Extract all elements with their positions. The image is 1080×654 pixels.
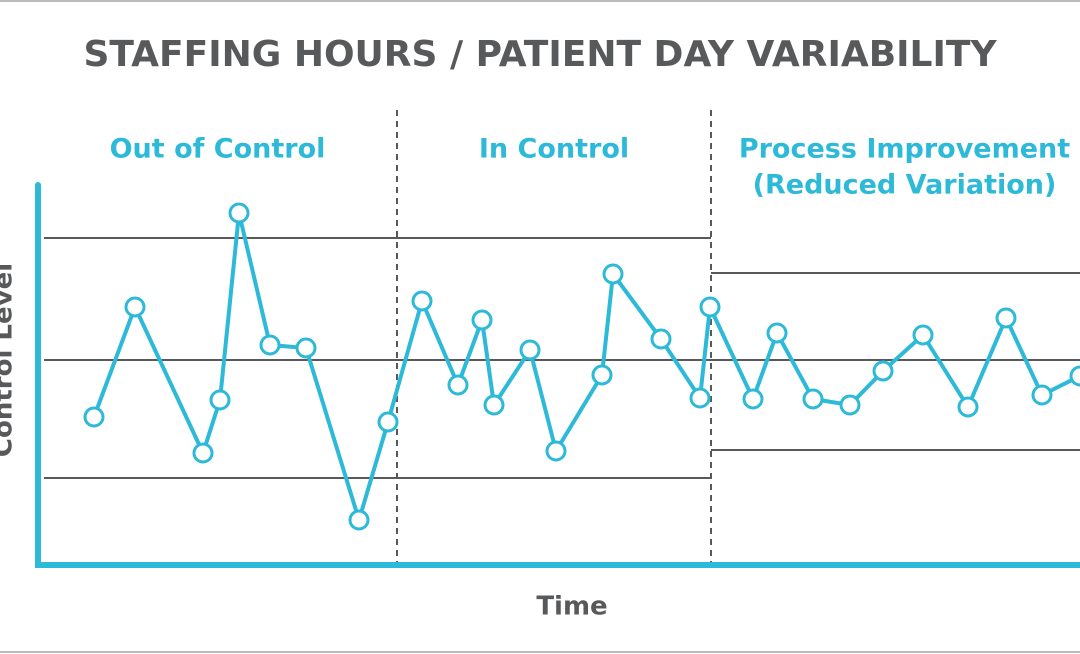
data-point <box>699 296 721 318</box>
data-point <box>83 406 105 428</box>
data-point <box>689 387 711 409</box>
data-point <box>209 389 231 411</box>
data-point <box>839 394 861 416</box>
data-point <box>348 509 370 531</box>
data-point <box>602 263 624 285</box>
chart-title: STAFFING HOURS / PATIENT DAY VARIABILITY <box>83 34 997 75</box>
phase-label: Out of Control <box>110 134 326 165</box>
data-point <box>519 339 541 361</box>
phase-label: In Control <box>479 134 629 165</box>
data-point <box>192 442 214 464</box>
data-point <box>483 394 505 416</box>
data-point <box>650 328 672 350</box>
y-axis-label: Control Level <box>0 263 19 457</box>
data-point <box>295 337 317 359</box>
data-point <box>742 388 764 410</box>
data-point <box>995 307 1017 329</box>
data-point <box>411 290 433 312</box>
data-point <box>591 364 613 386</box>
data-point <box>228 202 250 224</box>
data-point <box>377 411 399 433</box>
data-point <box>471 309 493 331</box>
data-point <box>872 360 894 382</box>
phase-label: (Reduced Variation) <box>753 170 1057 201</box>
data-point <box>957 396 979 418</box>
data-point <box>912 324 934 346</box>
data-point <box>124 296 146 318</box>
phase-label: Process Improvement <box>739 134 1070 165</box>
x-axis-label: Time <box>536 592 607 622</box>
data-point <box>447 374 469 396</box>
data-point <box>802 388 824 410</box>
data-point <box>766 322 788 344</box>
data-point <box>1031 384 1053 406</box>
data-point <box>259 334 281 356</box>
data-point <box>1069 365 1080 387</box>
data-point <box>545 440 567 462</box>
data-line <box>92 211 1080 522</box>
